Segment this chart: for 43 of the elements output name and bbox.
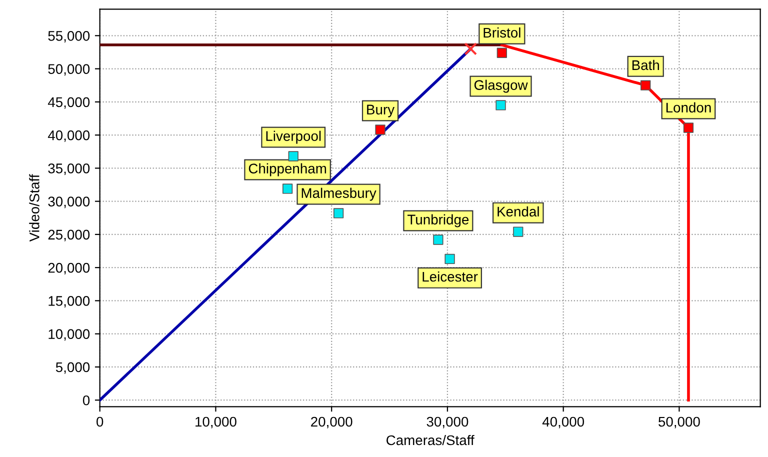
annotation: London bbox=[666, 102, 711, 113]
x-tick-label: 20,000 bbox=[311, 416, 352, 428]
annotation: Glasgow bbox=[474, 80, 528, 93]
y-tick-label: 50,000 bbox=[48, 64, 90, 76]
x-tick-label: 10,000 bbox=[196, 416, 236, 428]
annotation: Bury bbox=[367, 104, 395, 118]
y-tick-label: 0 bbox=[82, 395, 90, 406]
annotation: Malmesbury bbox=[302, 188, 376, 201]
annotation: Tunbridge bbox=[407, 214, 469, 228]
annotation: Leicester bbox=[422, 271, 478, 282]
point bbox=[444, 254, 455, 264]
annotation: Liverpool bbox=[266, 130, 321, 144]
point bbox=[464, 42, 478, 56]
point bbox=[496, 48, 507, 58]
x-tick-label: 40,000 bbox=[542, 416, 584, 428]
point bbox=[433, 234, 444, 245]
y-tick-label: 15,000 bbox=[48, 296, 90, 308]
y-tick-label: 25,000 bbox=[48, 230, 90, 242]
x-tick-label: 30,000 bbox=[426, 416, 468, 428]
point bbox=[333, 208, 344, 218]
point bbox=[375, 124, 386, 135]
point bbox=[513, 226, 524, 237]
point bbox=[496, 100, 506, 110]
y-tick-label: 5,000 bbox=[56, 362, 90, 374]
annotation: Kendal bbox=[498, 206, 539, 217]
annotation: Bristol bbox=[484, 27, 520, 38]
y-tick-label: 30,000 bbox=[48, 196, 90, 208]
point bbox=[282, 184, 293, 194]
y-tick-label: 10,000 bbox=[48, 329, 90, 341]
y-tick-label: 20,000 bbox=[48, 262, 90, 274]
x-tick-label: 0 bbox=[96, 416, 104, 427]
x-tick-label: 50,000 bbox=[658, 416, 700, 428]
point bbox=[683, 122, 694, 133]
y-axis-title: Video/Staff bbox=[29, 174, 40, 242]
y-tick-label: 45,000 bbox=[48, 97, 90, 109]
annotation: Chippenham bbox=[248, 163, 326, 176]
x-axis-title: Cameras/Staff bbox=[386, 434, 474, 446]
y-tick-label: 55,000 bbox=[48, 30, 90, 42]
y-tick-label: 40,000 bbox=[48, 130, 90, 142]
point bbox=[640, 80, 651, 90]
y-tick-label: 35,000 bbox=[48, 164, 90, 175]
point bbox=[288, 151, 298, 162]
annotation: Bath bbox=[632, 60, 659, 70]
